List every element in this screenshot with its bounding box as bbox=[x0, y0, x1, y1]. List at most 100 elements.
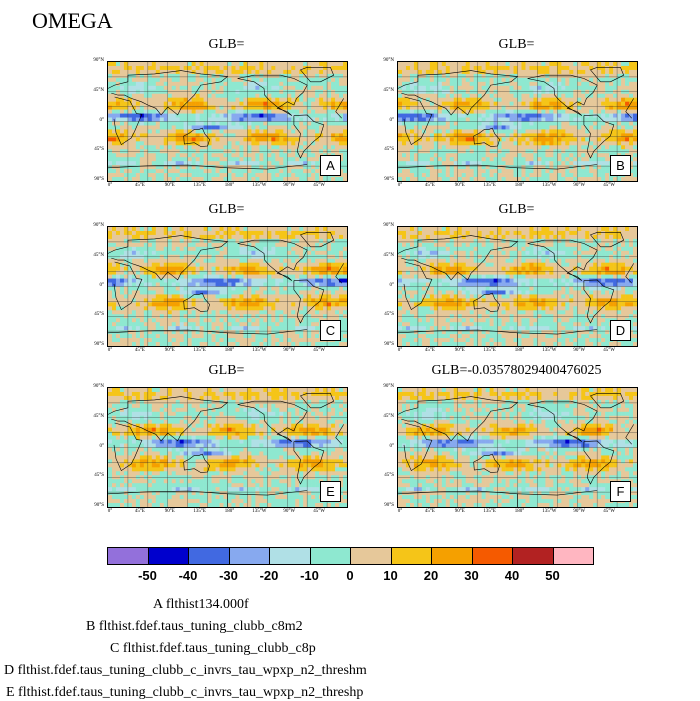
colorbar-label: -50 bbox=[128, 568, 168, 583]
colorbar-box bbox=[269, 547, 311, 565]
lon-label: 90°E bbox=[157, 348, 183, 353]
colorbar-box bbox=[512, 547, 554, 565]
lon-label: 45°E bbox=[417, 183, 443, 188]
lon-label: 90°W bbox=[276, 348, 302, 353]
lon-label: 90°W bbox=[276, 509, 302, 514]
lat-label: 45°S bbox=[84, 147, 104, 152]
lat-label: 90°N bbox=[374, 58, 394, 63]
lon-label: 0° bbox=[97, 509, 123, 514]
lat-label: 45°S bbox=[374, 147, 394, 152]
lon-label: 45°W bbox=[306, 348, 332, 353]
lat-label: 45°S bbox=[374, 312, 394, 317]
map-field bbox=[398, 388, 637, 507]
legend-entry: C flthist.fdef.taus_tuning_clubb_c8p bbox=[110, 641, 316, 657]
map-panel: C bbox=[107, 226, 348, 347]
map-panel: E bbox=[107, 387, 348, 508]
colorbar-box bbox=[310, 547, 352, 565]
lon-label: 45°W bbox=[596, 183, 622, 188]
lon-label: 90°E bbox=[447, 348, 473, 353]
map-field bbox=[398, 227, 637, 346]
lat-label: 90°N bbox=[84, 223, 104, 228]
lon-label: 135°E bbox=[477, 348, 503, 353]
lon-label: 90°W bbox=[566, 509, 592, 514]
colorbar-label: 20 bbox=[411, 568, 451, 583]
lat-label: 45°N bbox=[84, 88, 104, 93]
lon-label: 135°W bbox=[246, 183, 272, 188]
colorbar-label: 0 bbox=[330, 568, 370, 583]
lon-label: 45°W bbox=[306, 509, 332, 514]
lat-label: 0° bbox=[374, 444, 394, 449]
lon-label: 180° bbox=[217, 348, 243, 353]
lon-label: 135°W bbox=[536, 183, 562, 188]
lon-label: 0° bbox=[97, 348, 123, 353]
lat-label: 90°N bbox=[84, 384, 104, 389]
lat-label: 90°N bbox=[374, 384, 394, 389]
lat-label: 90°S bbox=[84, 503, 104, 508]
colorbar-label: -40 bbox=[168, 568, 208, 583]
lon-label: 45°W bbox=[596, 348, 622, 353]
colorbar-label: 10 bbox=[371, 568, 411, 583]
map-field bbox=[398, 62, 637, 181]
colorbar-label: 40 bbox=[492, 568, 532, 583]
map-panel: D bbox=[397, 226, 638, 347]
lon-label: 135°W bbox=[246, 509, 272, 514]
lon-label: 90°W bbox=[566, 348, 592, 353]
lon-label: 0° bbox=[97, 183, 123, 188]
colorbar-box bbox=[107, 547, 149, 565]
lon-label: 45°E bbox=[127, 348, 153, 353]
lon-label: 135°W bbox=[536, 348, 562, 353]
lon-label: 0° bbox=[387, 183, 413, 188]
colorbar-label: -10 bbox=[290, 568, 330, 583]
lon-label: 90°E bbox=[447, 509, 473, 514]
colorbar-box bbox=[229, 547, 271, 565]
lon-label: 45°E bbox=[417, 348, 443, 353]
panel-tag: C bbox=[320, 320, 341, 341]
lon-label: 45°E bbox=[127, 509, 153, 514]
map-field bbox=[108, 62, 347, 181]
lat-label: 0° bbox=[84, 444, 104, 449]
colorbar-box bbox=[553, 547, 595, 565]
lat-label: 90°S bbox=[84, 342, 104, 347]
panel-title: GLB= bbox=[107, 363, 346, 379]
map-panel: F bbox=[397, 387, 638, 508]
colorbar-label: -30 bbox=[209, 568, 249, 583]
colorbar-label: -20 bbox=[249, 568, 289, 583]
lat-label: 45°N bbox=[374, 88, 394, 93]
colorbar bbox=[107, 547, 593, 565]
lon-label: 90°E bbox=[157, 183, 183, 188]
colorbar-box bbox=[350, 547, 392, 565]
colorbar-box bbox=[472, 547, 514, 565]
panel-title: GLB= bbox=[107, 202, 346, 218]
lon-label: 180° bbox=[507, 183, 533, 188]
lat-label: 90°N bbox=[84, 58, 104, 63]
lat-label: 45°S bbox=[84, 473, 104, 478]
map-panel: B bbox=[397, 61, 638, 182]
lat-label: 45°S bbox=[84, 312, 104, 317]
lat-label: 45°N bbox=[374, 253, 394, 258]
lon-label: 180° bbox=[507, 348, 533, 353]
figure-title: OMEGA bbox=[32, 8, 113, 34]
lat-label: 45°N bbox=[84, 414, 104, 419]
lon-label: 90°E bbox=[157, 509, 183, 514]
lon-label: 135°E bbox=[187, 348, 213, 353]
colorbar-box bbox=[188, 547, 230, 565]
lat-label: 45°N bbox=[374, 414, 394, 419]
lat-label: 0° bbox=[84, 283, 104, 288]
lat-label: 90°S bbox=[374, 177, 394, 182]
lon-label: 45°W bbox=[596, 509, 622, 514]
lon-label: 180° bbox=[217, 183, 243, 188]
colorbar-label: 50 bbox=[533, 568, 573, 583]
lon-label: 135°E bbox=[477, 509, 503, 514]
lon-label: 135°W bbox=[246, 348, 272, 353]
lon-label: 135°E bbox=[187, 183, 213, 188]
legend-entry: B flthist.fdef.taus_tuning_clubb_c8m2 bbox=[86, 619, 303, 635]
lon-label: 0° bbox=[387, 509, 413, 514]
legend-entry: E flthist.fdef.taus_tuning_clubb_c_invrs… bbox=[6, 685, 363, 701]
panel-title: GLB=-0.03578029400476025 bbox=[397, 363, 636, 379]
panel-tag: B bbox=[610, 155, 631, 176]
lat-label: 0° bbox=[84, 118, 104, 123]
panel-title: GLB= bbox=[397, 37, 636, 53]
lon-label: 135°E bbox=[477, 183, 503, 188]
lat-label: 90°S bbox=[374, 503, 394, 508]
map-field bbox=[108, 388, 347, 507]
